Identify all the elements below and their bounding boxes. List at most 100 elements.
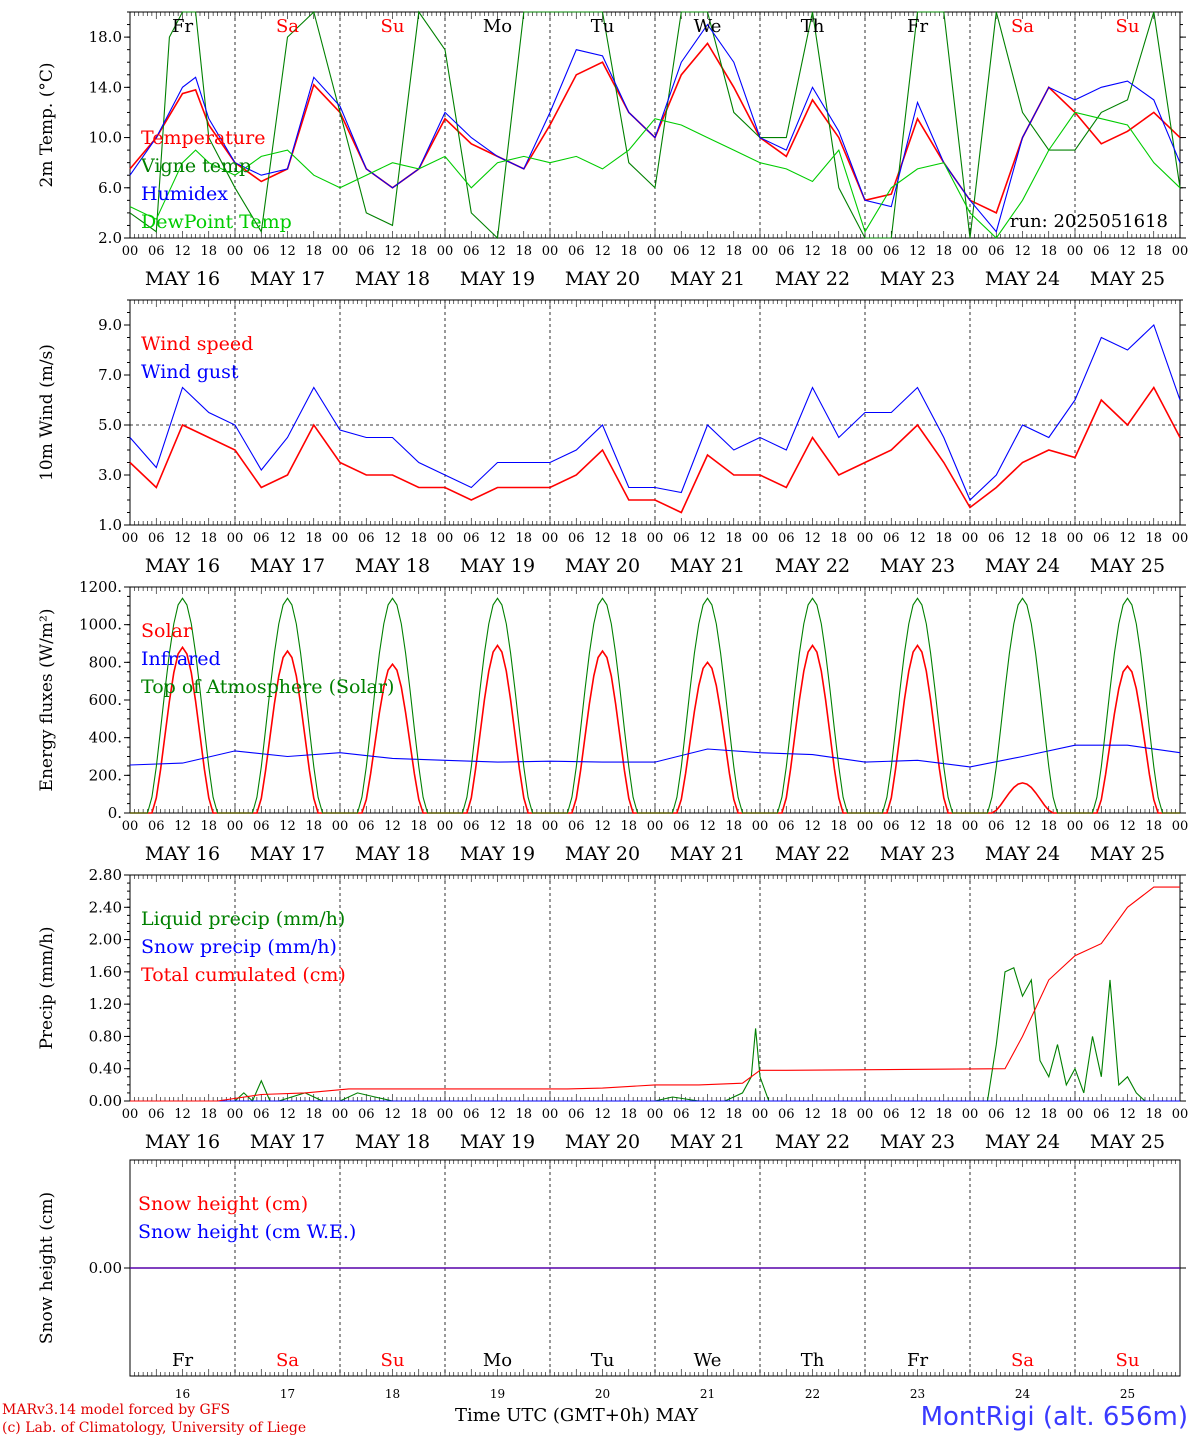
energy-date-label: MAY 16: [145, 843, 220, 865]
wind-hour-label: 12: [1014, 531, 1031, 546]
wind-hour-label: 00: [437, 531, 454, 546]
day-number-label: 22: [805, 1387, 820, 1401]
precip-hour-label: 18: [1040, 1107, 1057, 1122]
precip-hour-label: 06: [358, 1107, 375, 1122]
energy-hour-label: 00: [332, 819, 349, 834]
precip-legend-entry: Total cumulated (cm): [141, 964, 346, 986]
energy-hour-label: 06: [568, 819, 585, 834]
energy-date-label: MAY 20: [565, 843, 640, 865]
weekday-label-bottom: Fr: [172, 1350, 193, 1371]
temp-date-label: MAY 19: [460, 268, 535, 290]
temp-date-label: MAY 23: [880, 268, 955, 290]
temp-hour-label: 12: [1014, 244, 1031, 259]
wind-date-label: MAY 16: [145, 555, 220, 577]
temp-hour-label: 06: [988, 244, 1005, 259]
temp-hour-label: 06: [568, 244, 585, 259]
energy-hour-label: 12: [909, 819, 926, 834]
precip-ytick-label: 2.40: [89, 898, 122, 916]
temp-hour-label: 12: [804, 244, 821, 259]
precip-hour-label: 12: [594, 1107, 611, 1122]
precip-hour-label: 18: [515, 1107, 532, 1122]
energy-hour-label: 00: [122, 819, 139, 834]
wind-date-label: MAY 20: [565, 555, 640, 577]
energy-hour-label: 00: [647, 819, 664, 834]
precip-hour-label: 12: [804, 1107, 821, 1122]
wind-hour-label: 12: [1119, 531, 1136, 546]
day-number-label: 18: [385, 1387, 400, 1401]
precip-hour-label: 12: [489, 1107, 506, 1122]
lab-credit: (c) Lab. of Climatology, University of L…: [2, 1420, 307, 1436]
temp-hour-label: 18: [1145, 244, 1162, 259]
wind-date-label: MAY 23: [880, 555, 955, 577]
energy-ytick-label: 200.: [89, 766, 122, 784]
precip-hour-label: 12: [699, 1107, 716, 1122]
precip-ytick-label: 2.00: [89, 931, 122, 949]
energy-legend-entry: Solar: [141, 620, 193, 642]
precip-date-label: MAY 22: [775, 1131, 850, 1153]
temp-date-label: MAY 20: [565, 268, 640, 290]
wind-hour-label: 12: [699, 531, 716, 546]
temp-ytick-label: 14.0: [89, 78, 122, 96]
precip-hour-label: 00: [437, 1107, 454, 1122]
energy-legend-entry: Infrared: [141, 648, 221, 670]
energy-hour-label: 06: [673, 819, 690, 834]
wind-hour-label: 00: [227, 531, 244, 546]
wind-date-label: MAY 22: [775, 555, 850, 577]
wind-hour-label: 06: [463, 531, 480, 546]
temp-hour-label: 18: [1040, 244, 1057, 259]
wind-hour-label: 18: [830, 531, 847, 546]
wind-hour-label: 00: [647, 531, 664, 546]
wind-date-label: MAY 24: [985, 555, 1060, 577]
wind-hour-label: 00: [1067, 531, 1084, 546]
wind-hour-label: 18: [725, 531, 742, 546]
energy-ytick-label: 1200.: [79, 578, 122, 596]
weekday-label: Mo: [483, 16, 512, 37]
weekday-label-bottom: Sa: [276, 1350, 299, 1371]
temp-ytick-label: 10.0: [89, 129, 122, 147]
temp-hour-label: 12: [909, 244, 926, 259]
weekday-label-bottom: Tu: [591, 1350, 615, 1371]
temp-hour-label: 18: [935, 244, 952, 259]
day-number-label: 20: [595, 1387, 610, 1401]
precip-date-label: MAY 24: [985, 1131, 1060, 1153]
wind-hour-label: 18: [620, 531, 637, 546]
wind-date-label: MAY 21: [670, 555, 745, 577]
energy-hour-label-final: 00: [1172, 819, 1189, 834]
precip-hour-label: 12: [1014, 1107, 1031, 1122]
temp-hour-label: 00: [647, 244, 664, 259]
temp-hour-label: 12: [1119, 244, 1136, 259]
wind-date-label: MAY 19: [460, 555, 535, 577]
precip-date-label: MAY 18: [355, 1131, 430, 1153]
precip-series-line: [130, 886, 1180, 1102]
precip-date-label: MAY 20: [565, 1131, 640, 1153]
energy-legend-entry: Top of Atmosphere (Solar): [141, 676, 394, 698]
wind-hour-label: 06: [778, 531, 795, 546]
weekday-label: Tu: [591, 16, 615, 37]
temp-series-line: [129, 111, 1181, 239]
wind-ytick-label: 7.0: [98, 366, 122, 384]
energy-date-label: MAY 23: [880, 843, 955, 865]
temp-legend-entry: Temperature: [141, 127, 265, 149]
temp-ylabel: 2m Temp. (°C): [37, 62, 57, 187]
temp-hour-label: 12: [174, 244, 191, 259]
energy-hour-label: 18: [410, 819, 427, 834]
weekday-label-bottom: Mo: [483, 1350, 512, 1371]
temp-hour-label: 06: [778, 244, 795, 259]
precip-date-label: MAY 25: [1090, 1131, 1165, 1153]
wind-series-line: [129, 324, 1181, 501]
wind-hour-label: 18: [410, 531, 427, 546]
temp-hour-label: 18: [515, 244, 532, 259]
energy-date-label: MAY 22: [775, 843, 850, 865]
wind-hour-label: 00: [752, 531, 769, 546]
temp-ytick-label: 18.0: [89, 28, 122, 46]
wind-legend-entry: Wind gust: [141, 361, 239, 383]
precip-hour-label: 18: [725, 1107, 742, 1122]
day-number-label: 16: [175, 1387, 190, 1401]
wind-hour-label: 12: [489, 531, 506, 546]
energy-date-label: MAY 19: [460, 843, 535, 865]
energy-hour-label: 06: [358, 819, 375, 834]
temp-hour-label: 00: [752, 244, 769, 259]
temp-hour-label: 00: [1067, 244, 1084, 259]
energy-ylabel: Energy fluxes (W/m²): [37, 609, 57, 792]
energy-hour-label: 18: [935, 819, 952, 834]
